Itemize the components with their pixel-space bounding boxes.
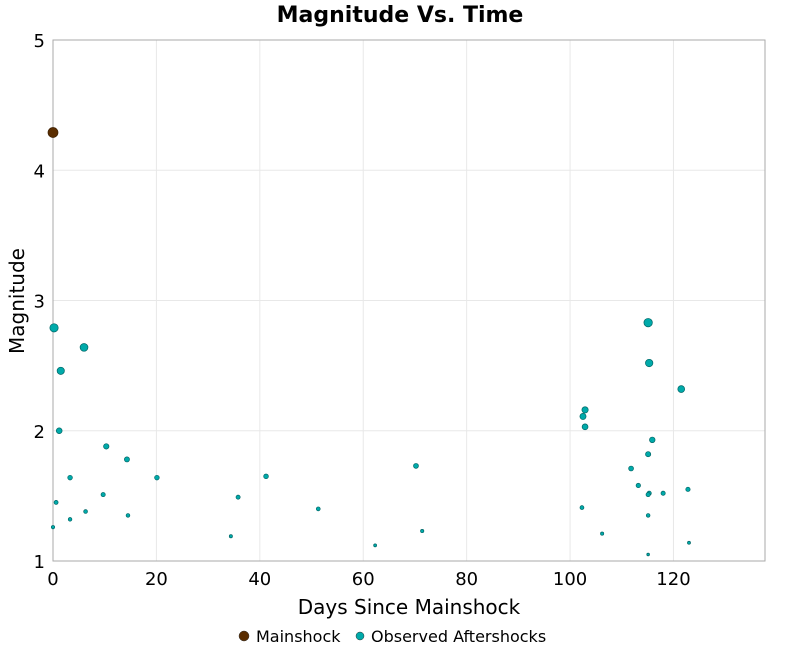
aftershock-point [635,482,641,489]
aftershock-point [53,500,59,505]
aftershock-point [263,473,269,480]
plot-frame [52,39,766,562]
x-tick-label: 40 [248,569,271,590]
aftershock-point [685,486,691,492]
aftershock-point [56,366,65,375]
aftershock-point [645,492,651,498]
aftershock-point [373,543,377,548]
y-tick-label: 1 [34,552,45,573]
aftershock-point [645,451,652,458]
aftershock-point [413,463,419,469]
legend: Mainshock Observed Aftershocks [238,627,546,646]
x-tick-label: 100 [553,569,587,590]
legend-label-mainshock: Mainshock [256,627,341,646]
y-tick-label: 5 [34,31,45,52]
x-tick-label: 120 [656,569,690,590]
aftershock-point [643,318,653,328]
aftershock-point [581,406,589,414]
aftershock-point [646,552,650,557]
legend-marker-mainshock [238,630,250,642]
aftershock-point [645,358,654,368]
y-tick-label: 2 [34,422,45,443]
y-tick-label: 3 [34,292,45,313]
aftershock-point [228,534,233,539]
aftershock-point [50,525,56,530]
x-tick-label: 80 [455,569,478,590]
x-axis-label: Days Since Mainshock [298,595,521,619]
aftershock-point [315,506,321,512]
aftershock-point [645,513,651,518]
mainshock-point [47,127,59,138]
aftershock-point [649,436,656,444]
aftershock-point [677,385,685,393]
aftershock-point [154,474,160,481]
aftershock-point [579,412,587,420]
legend-label-aftershocks: Observed Aftershocks [371,627,546,646]
chart-title: Magnitude Vs. Time [277,3,524,28]
aftershock-point [103,443,110,450]
legend-marker-aftershocks [355,631,365,641]
aftershock-point [67,517,73,522]
aftershock-point [600,531,605,536]
x-tick-label: 60 [352,569,375,590]
aftershock-point [235,494,241,500]
aftershock-point [125,513,131,518]
aftershock-point [79,343,89,352]
aftershock-point [49,323,59,333]
aftershock-point [100,492,106,498]
x-tick-label: 20 [145,569,168,590]
y-tick-label: 4 [34,161,45,182]
aftershock-point [660,490,666,496]
aftershock-point [55,427,63,435]
aftershock-point [67,474,73,481]
y-axis-label: Magnitude [5,248,29,354]
aftershock-point [581,423,589,431]
x-tick-label: 0 [47,569,58,590]
aftershock-point [420,529,425,534]
aftershock-point [124,456,130,463]
aftershock-point [628,465,634,472]
aftershock-point [579,505,585,510]
aftershock-point [83,509,88,514]
aftershock-point [687,540,691,545]
